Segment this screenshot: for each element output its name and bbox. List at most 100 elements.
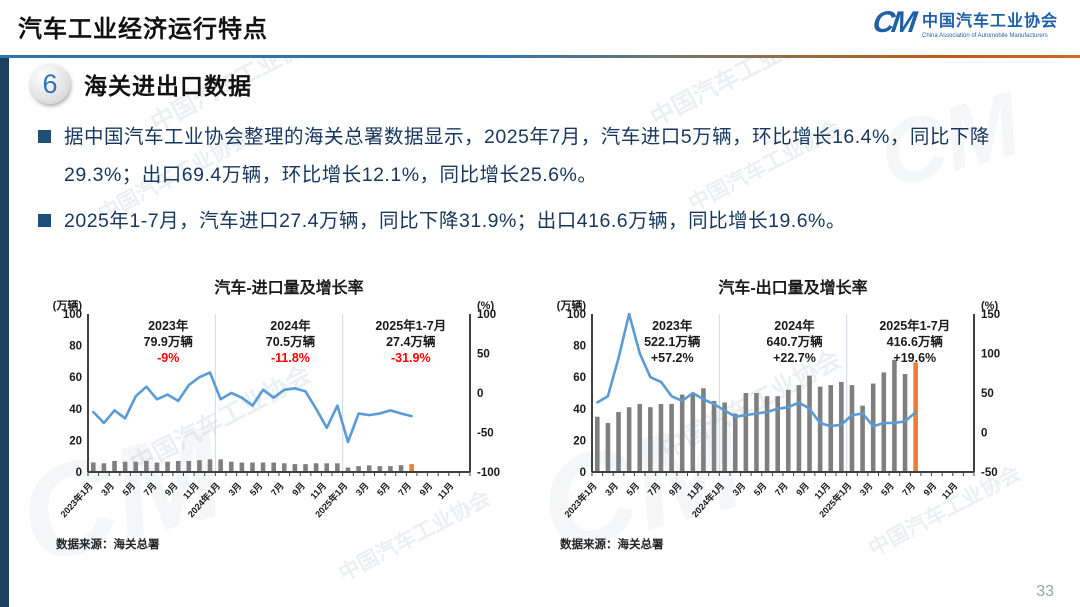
data-source: 数据来源：海关总署 (560, 539, 664, 551)
bar (122, 461, 128, 472)
bullet-item: 据中国汽车工业协会整理的海关总署数据显示，2025年7月，汽车进口5万辆，环比增… (38, 118, 1056, 194)
bullet-square-icon (38, 214, 51, 228)
y-axis-tick-label: 20 (573, 435, 586, 447)
bar (616, 411, 621, 472)
bar (807, 375, 812, 472)
bar (218, 459, 223, 472)
bar (250, 462, 255, 472)
bar (669, 404, 674, 472)
page-number: 33 (1036, 583, 1054, 600)
bar (356, 466, 361, 472)
annotation-period: 2023年 (652, 318, 693, 333)
y-axis-tick-label: 60 (69, 372, 82, 384)
x-axis-tick-label: 9月 (163, 481, 180, 498)
annotation-growth: +22.7% (773, 351, 816, 365)
y-axis-tick-label: 80 (69, 341, 82, 353)
page-title: 汽车工业经济运行特点 (18, 16, 268, 43)
bar (165, 461, 170, 472)
right-axis-unit-label: (%) (981, 300, 998, 312)
x-axis-tick-label: 2023年1月 (562, 480, 599, 519)
annotation-period: 2024年 (270, 318, 311, 333)
annotation-volume: 522.1万辆 (644, 334, 701, 349)
y-axis-tick-label: 80 (573, 341, 586, 353)
header: 汽车工业经济运行特点 CM 中国汽车工业协会 China Association… (0, 0, 1080, 55)
annotation-growth: +19.6% (893, 351, 936, 365)
growth-line (91, 371, 413, 444)
logo-name-cn: 中国汽车工业协会 (921, 13, 1058, 30)
y-axis-tick-label: 0 (76, 467, 82, 479)
export-chart-panel: 汽车-出口量及增长率 100 80 60 40 20 0 150 100 50 0 -50 (万辆)(… (554, 274, 1032, 552)
annotation-growth: +57.2% (651, 351, 694, 365)
x-axis-tick-label: 9月 (794, 481, 811, 498)
bar (409, 464, 414, 472)
bar (679, 394, 685, 472)
bar (754, 393, 759, 472)
bar (764, 396, 770, 472)
secondary-axis-tick-label: -50 (477, 428, 494, 440)
annotation-volume: 640.7万辆 (766, 334, 823, 349)
bullet-text: 2025年1-7月，汽车进口27.4万辆，同比下降31.9%；出口416.6万辆… (64, 210, 846, 233)
bar (817, 386, 823, 472)
bar (732, 413, 738, 472)
annotation-growth: -9% (157, 351, 179, 365)
bar (271, 462, 276, 472)
bar (260, 462, 266, 472)
x-axis-tick-label: 3月 (227, 481, 244, 498)
annotation-growth: -31.9% (391, 351, 431, 365)
bar (101, 463, 107, 472)
secondary-axis-tick-label: 150 (981, 309, 1000, 321)
bar (870, 383, 876, 472)
caam-logo-icon: CM (871, 6, 917, 39)
bar (345, 467, 351, 472)
growth-line (595, 312, 917, 428)
x-axis-tick-label: 7月 (646, 481, 663, 498)
bar (722, 402, 727, 472)
section-title: 海关进出口数据 (84, 73, 252, 99)
bar (112, 460, 117, 472)
bar (595, 416, 600, 472)
chart-title: 汽车-出口量及增长率 (718, 280, 868, 297)
x-axis-tick-label: 3月 (731, 481, 748, 498)
bar (796, 385, 802, 472)
bar (637, 404, 643, 472)
y-axis-tick-label: 100 (567, 309, 586, 321)
y-axis-tick-label: 40 (69, 404, 82, 416)
bullet-list: 据中国汽车工业协会整理的海关总署数据显示，2025年7月，汽车进口5万辆，环比增… (38, 118, 1056, 248)
bar (154, 462, 160, 472)
x-axis-tick-label: 7月 (269, 481, 286, 498)
secondary-axis-tick-label: -50 (981, 467, 998, 479)
secondary-axis-tick-label: -100 (477, 467, 500, 479)
bar (197, 460, 202, 472)
left-axis-unit-label: (万辆) (557, 300, 587, 312)
secondary-axis-tick-label: 50 (981, 388, 994, 400)
annotation-volume: 70.5万辆 (266, 334, 316, 349)
x-axis-tick-label: 9月 (418, 481, 435, 498)
bar (626, 407, 632, 472)
y-axis-tick-label: 0 (580, 467, 586, 479)
y-axis-tick-label: 40 (573, 404, 586, 416)
bar (743, 393, 749, 472)
x-axis-tick-label: 7月 (773, 481, 790, 498)
bar (303, 464, 308, 472)
x-axis-tick-label: 3月 (858, 481, 875, 498)
data-source: 数据来源：海关总署 (56, 539, 160, 551)
bar (175, 460, 181, 472)
import-chart-panel: 汽车-进口量及增长率 100 80 60 40 20 0 100 50 0 -50 -100 (万辆)… (50, 274, 528, 552)
bar (658, 404, 664, 472)
secondary-axis-tick-label: 100 (477, 309, 496, 321)
bullet-square-icon (38, 130, 51, 143)
bar (335, 463, 340, 472)
bar (701, 388, 706, 472)
x-axis-tick-label: 5月 (752, 481, 769, 498)
bar (892, 359, 897, 472)
bar (228, 461, 234, 472)
bar-series (91, 459, 414, 472)
bullet-item: 2025年1-7月，汽车进口27.4万辆，同比下降31.9%；出口416.6万辆… (38, 202, 1056, 240)
bar (690, 393, 696, 472)
bar-series (595, 359, 918, 472)
charts-row: 汽车-进口量及增长率 100 80 60 40 20 0 100 50 0 -50 -100 (万辆)… (50, 274, 1032, 552)
annotation-period: 2025年1-7月 (879, 318, 950, 333)
